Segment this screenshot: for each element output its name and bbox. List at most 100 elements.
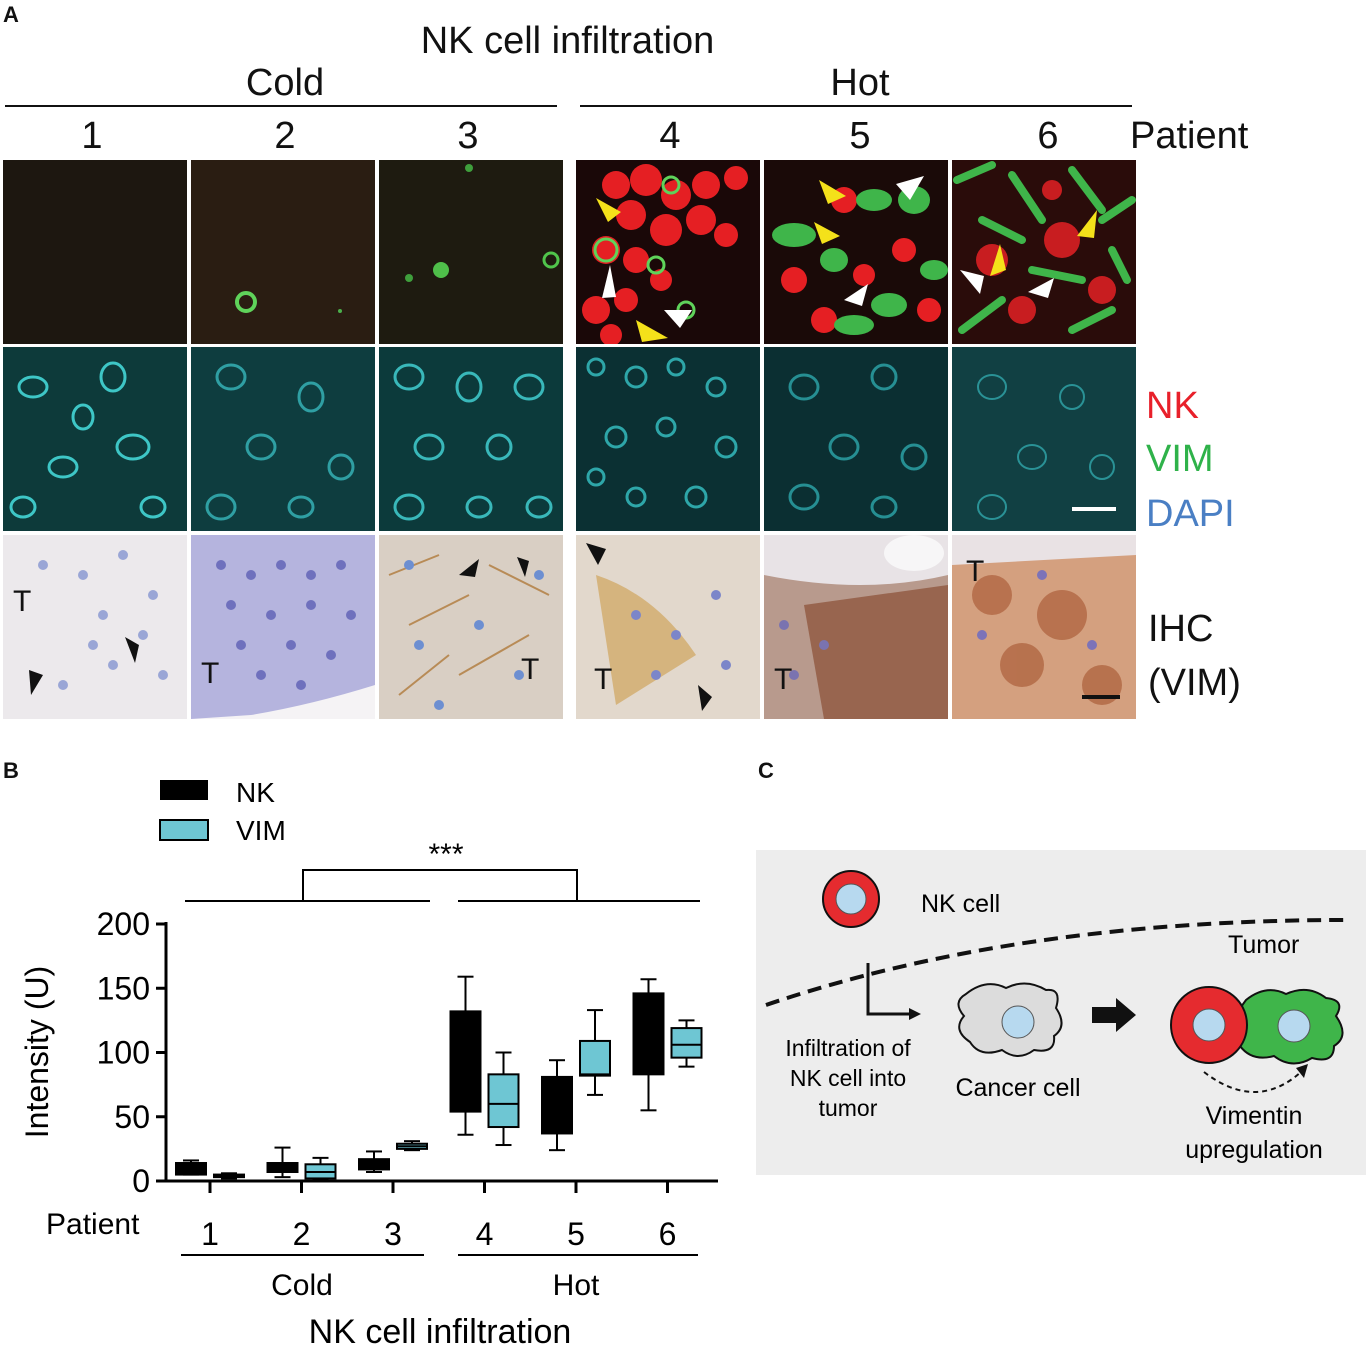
group-cold-label: Cold (245, 62, 325, 104)
box-nk-patient-3 (358, 1150, 390, 1174)
box-nk-patient-2 (266, 1146, 299, 1179)
vimentin-label-2: upregulation (1185, 1136, 1323, 1164)
tumor-label: Tumor (1228, 931, 1299, 959)
nk-cell-label: NK cell (921, 890, 1000, 918)
y-tick-label: 150 (97, 970, 150, 1006)
group-hot-label: Hot (830, 62, 890, 104)
legend-swatch-vim (159, 819, 209, 841)
legend-vim: VIM (1146, 438, 1214, 480)
significance-stars: *** (428, 838, 463, 871)
sig-bracket (302, 869, 578, 901)
upregulation-arrow (1203, 1071, 1302, 1093)
patient-row-label: Patient (1130, 115, 1249, 157)
box-iqr (670, 1027, 703, 1059)
box-nk-patient-6 (632, 978, 665, 1112)
patient-col-3: 3 (457, 115, 479, 157)
y-tick-label: 200 (97, 906, 150, 942)
cancer-cell-nucleus (1001, 1005, 1035, 1039)
panel-c-letter: C (758, 758, 774, 783)
scale-bar-ihc (1082, 695, 1120, 699)
scale-bar-if (1072, 507, 1116, 511)
ihc-tile-p1: T (3, 535, 187, 719)
ihc-tile-p3: T (379, 535, 563, 719)
legend-label-vim: VIM (236, 815, 286, 846)
ihc-tile-p4: T (576, 535, 760, 719)
box-iqr (358, 1158, 390, 1171)
box-iqr (449, 1010, 482, 1113)
panel-a-letter: A (3, 2, 19, 27)
ihc-tile-p2: T (191, 535, 375, 719)
box-iqr (541, 1075, 573, 1135)
if-tile-p1 (3, 160, 187, 344)
nk-cell-bound-nucleus (1192, 1008, 1226, 1042)
patient-col-4: 4 (659, 115, 681, 157)
tumor-marker: T (13, 585, 32, 618)
legend-nk: NK (1146, 385, 1199, 427)
tumor-boundary (765, 918, 1347, 1007)
tumor-marker: T (201, 657, 220, 690)
cold-group-rule (5, 105, 557, 107)
schematic-diagram: NK cell Tumor Infiltration of NK cell in… (756, 850, 1366, 1175)
panel-a-title: NK cell infiltration (420, 20, 715, 62)
patient-col-6: 6 (1037, 115, 1059, 157)
cancer-cell-label: Cancer cell (955, 1074, 1080, 1102)
y-tick-label: 0 (132, 1163, 150, 1199)
if-tile-p2 (191, 160, 375, 344)
hot-group-rule (580, 105, 1132, 107)
vimentin-label-1: Vimentin (1206, 1102, 1303, 1130)
box-nk-patient-1 (175, 1159, 207, 1176)
tumor-marker: T (774, 663, 793, 696)
x-tick-label: 4 (476, 1216, 494, 1252)
patient-col-2: 2 (274, 115, 296, 157)
infiltration-label-2: NK cell into (790, 1065, 906, 1091)
legend-label-nk: NK (236, 777, 275, 808)
x-tick-label: 3 (384, 1216, 402, 1252)
box-nk-patient-5 (541, 1059, 573, 1152)
tumor-marker: T (521, 653, 540, 686)
ihc-tile-p6: T (952, 535, 1136, 719)
x-tick-label: 1 (201, 1216, 219, 1252)
y-axis-label: Intensity (U) (19, 966, 55, 1138)
patient-col-1: 1 (81, 115, 103, 157)
if-tile-p4 (576, 160, 760, 344)
box-vim-patient-5 (579, 1009, 611, 1096)
box-vim-patient-4 (487, 1051, 520, 1147)
x-tick-label: 6 (659, 1216, 677, 1252)
ihc-label-line1: IHC (1148, 608, 1214, 650)
dapi-tile-p6 (952, 347, 1136, 531)
panel-b-letter: B (3, 758, 19, 783)
box-vim-patient-1 (213, 1172, 245, 1180)
x-tick-label: 2 (293, 1216, 311, 1252)
infiltration-label-1: Infiltration of (785, 1035, 911, 1061)
box-iqr (632, 992, 665, 1076)
dapi-tile-p1 (3, 347, 187, 531)
tumor-marker: T (594, 663, 613, 696)
box-nk-patient-4 (449, 975, 482, 1136)
legend-dapi: DAPI (1146, 493, 1235, 535)
boxplot-chart: NK VIM *** 0 50 100 150 200 1 2 3 4 5 6 Intensity… (19, 777, 718, 1347)
x-group-cold: Cold (271, 1269, 333, 1302)
y-tick-label: 50 (114, 1099, 150, 1135)
x-tick-label: 5 (567, 1216, 585, 1252)
box-vim-patient-2 (304, 1156, 337, 1181)
box-vim-patient-3 (396, 1140, 428, 1152)
box-vim-patient-6 (670, 1019, 703, 1068)
x-patient-label: Patient (46, 1208, 140, 1241)
x-axis-label: NK cell infiltration (309, 1313, 572, 1347)
patient-col-5: 5 (849, 115, 871, 157)
vim-cancer-cell-nucleus (1277, 1009, 1311, 1043)
ihc-label-line2: (VIM) (1148, 662, 1241, 704)
if-tile-p6 (952, 160, 1136, 344)
infiltration-label-3: tumor (819, 1095, 878, 1121)
transition-arrow (1092, 998, 1136, 1032)
ihc-tile-p5: T (764, 535, 948, 719)
dapi-tile-p3 (379, 347, 563, 531)
box-iqr (579, 1039, 611, 1077)
if-tile-p3 (379, 160, 563, 344)
tumor-marker: T (966, 555, 985, 588)
box-iqr (487, 1073, 520, 1129)
if-tile-p5 (764, 160, 948, 344)
x-group-hot: Hot (553, 1269, 600, 1302)
dapi-tile-p2 (191, 347, 375, 531)
dapi-tile-p4 (576, 347, 760, 531)
